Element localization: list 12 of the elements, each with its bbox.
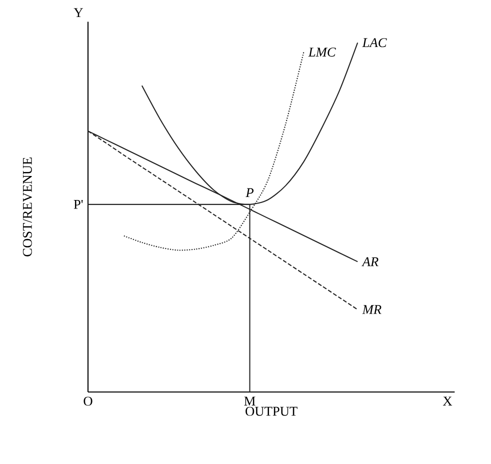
series-label: LMC [308, 48, 336, 57]
text: Y [74, 8, 83, 18]
annotation: P [246, 188, 254, 198]
series-label: AR [362, 257, 378, 266]
x-tick-label: O [84, 396, 92, 406]
series-label: MR [362, 305, 382, 314]
x-tick-label: M [244, 396, 256, 406]
ref-line-label: P' [74, 200, 83, 209]
series-label: LAC [362, 38, 387, 48]
x-axis-title: OUTPUT [246, 406, 298, 416]
y-axis-title: COST/REVENUE [22, 158, 32, 256]
x-tick-label: X [442, 396, 452, 406]
